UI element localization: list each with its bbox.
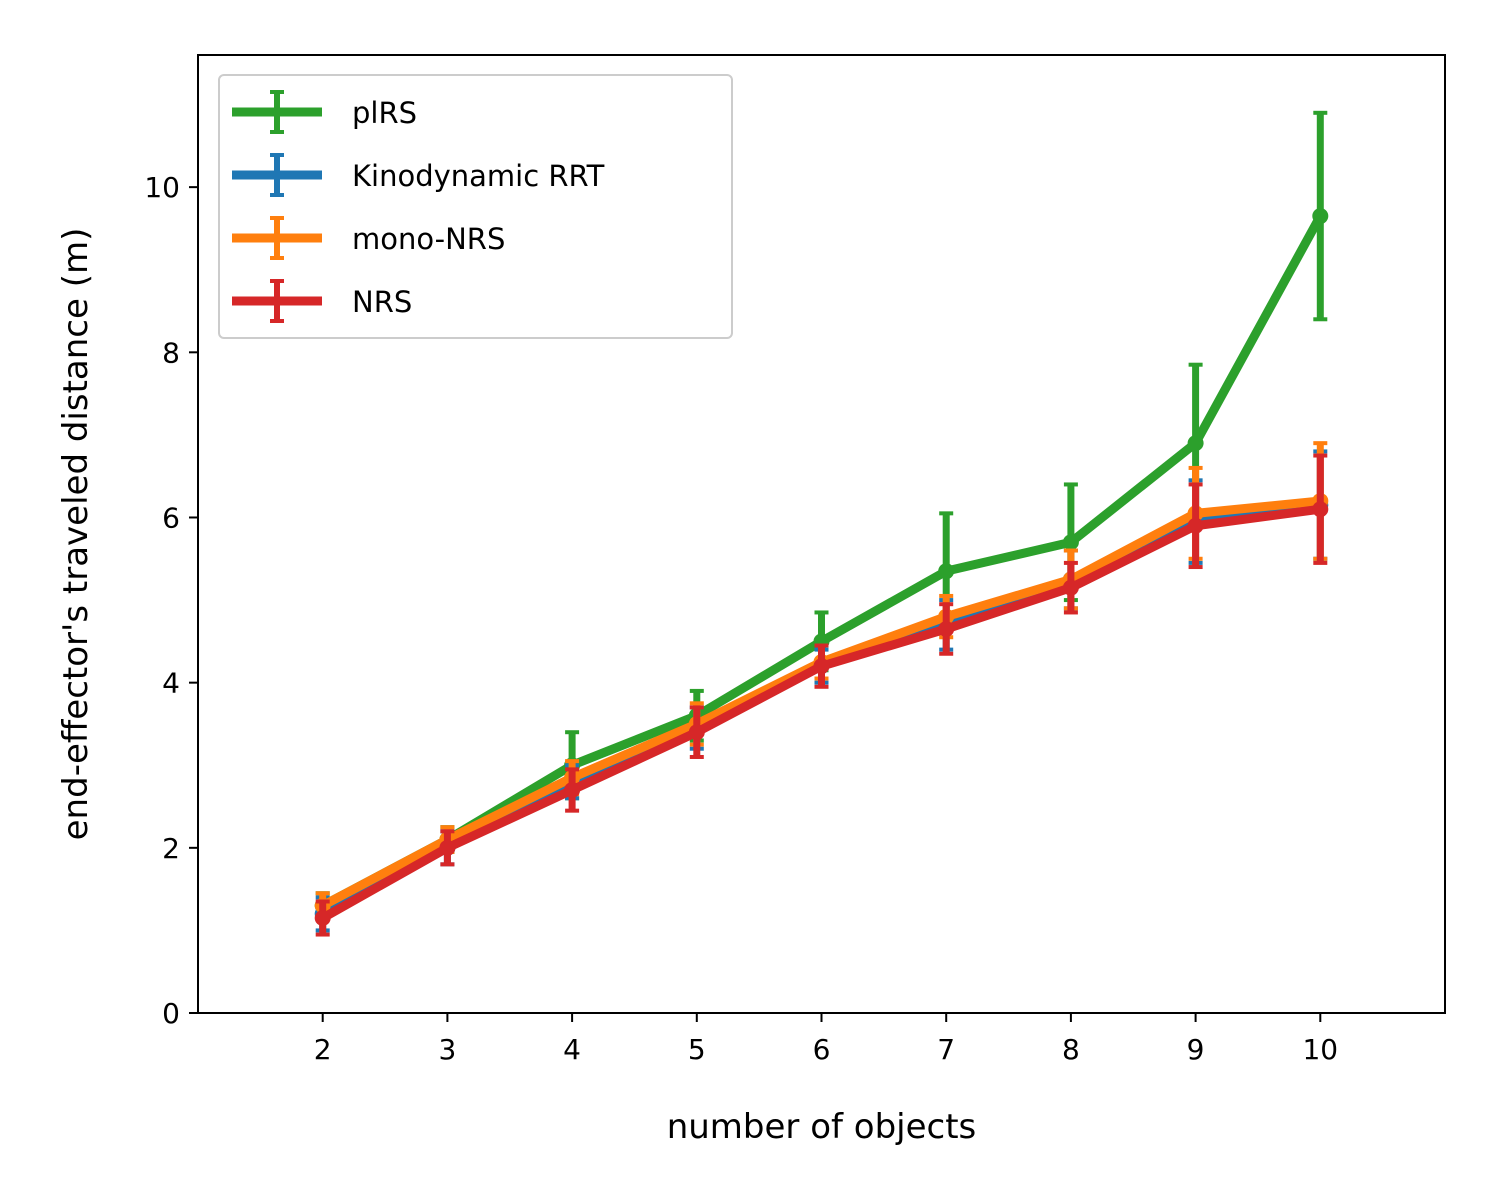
y-tick-label: 6 — [162, 501, 180, 534]
y-tick-label: 2 — [162, 832, 180, 865]
x-tick-label: 5 — [688, 1033, 706, 1066]
x-tick-label: 4 — [563, 1033, 581, 1066]
x-tick-label: 9 — [1187, 1033, 1205, 1066]
y-tick-label: 10 — [144, 171, 180, 204]
x-tick-label: 8 — [1062, 1033, 1080, 1066]
y-tick-label: 0 — [162, 997, 180, 1030]
data-point — [1187, 517, 1204, 534]
data-point — [688, 724, 705, 741]
legend-item: Kinodynamic RRT — [232, 153, 605, 197]
data-point — [1312, 501, 1329, 518]
x-tick-label: 6 — [813, 1033, 831, 1066]
legend-label: NRS — [352, 285, 412, 319]
data-point — [564, 782, 581, 799]
data-point — [439, 839, 456, 856]
legend-item: mono-NRS — [232, 216, 505, 260]
y-tick-label: 8 — [162, 336, 180, 369]
legend-box — [218, 74, 733, 339]
y-tick-label: 4 — [162, 667, 180, 700]
x-axis-ticks: 2 3 4 5 6 7 8 9 10 — [314, 1013, 1338, 1066]
legend-item: plRS — [232, 90, 417, 134]
data-point — [938, 563, 955, 580]
legend-label: plRS — [352, 96, 417, 130]
legend-item: NRS — [232, 279, 412, 323]
plot-marks — [314, 110, 1329, 937]
legend-label: Kinodynamic RRT — [352, 159, 605, 193]
data-point — [314, 910, 331, 927]
y-axis-label: end-effector's traveled distance (m) — [56, 228, 96, 841]
x-tick-label: 7 — [937, 1033, 955, 1066]
x-tick-label: 2 — [314, 1033, 332, 1066]
x-axis-label: number of objects — [667, 1107, 977, 1147]
data-point — [813, 658, 830, 675]
series-nrs — [314, 453, 1329, 937]
legend-label: mono-NRS — [352, 222, 505, 256]
legend: plRS Kinodynamic RRT mono-NRS NRS — [218, 74, 733, 339]
data-point — [1062, 579, 1079, 596]
data-point — [1187, 435, 1204, 452]
x-tick-label: 10 — [1302, 1033, 1338, 1066]
data-point — [1062, 534, 1079, 551]
y-axis-ticks: 0 2 4 6 8 10 — [144, 171, 198, 1030]
data-point — [938, 620, 955, 637]
x-tick-label: 3 — [438, 1033, 456, 1066]
data-point — [1312, 208, 1329, 225]
